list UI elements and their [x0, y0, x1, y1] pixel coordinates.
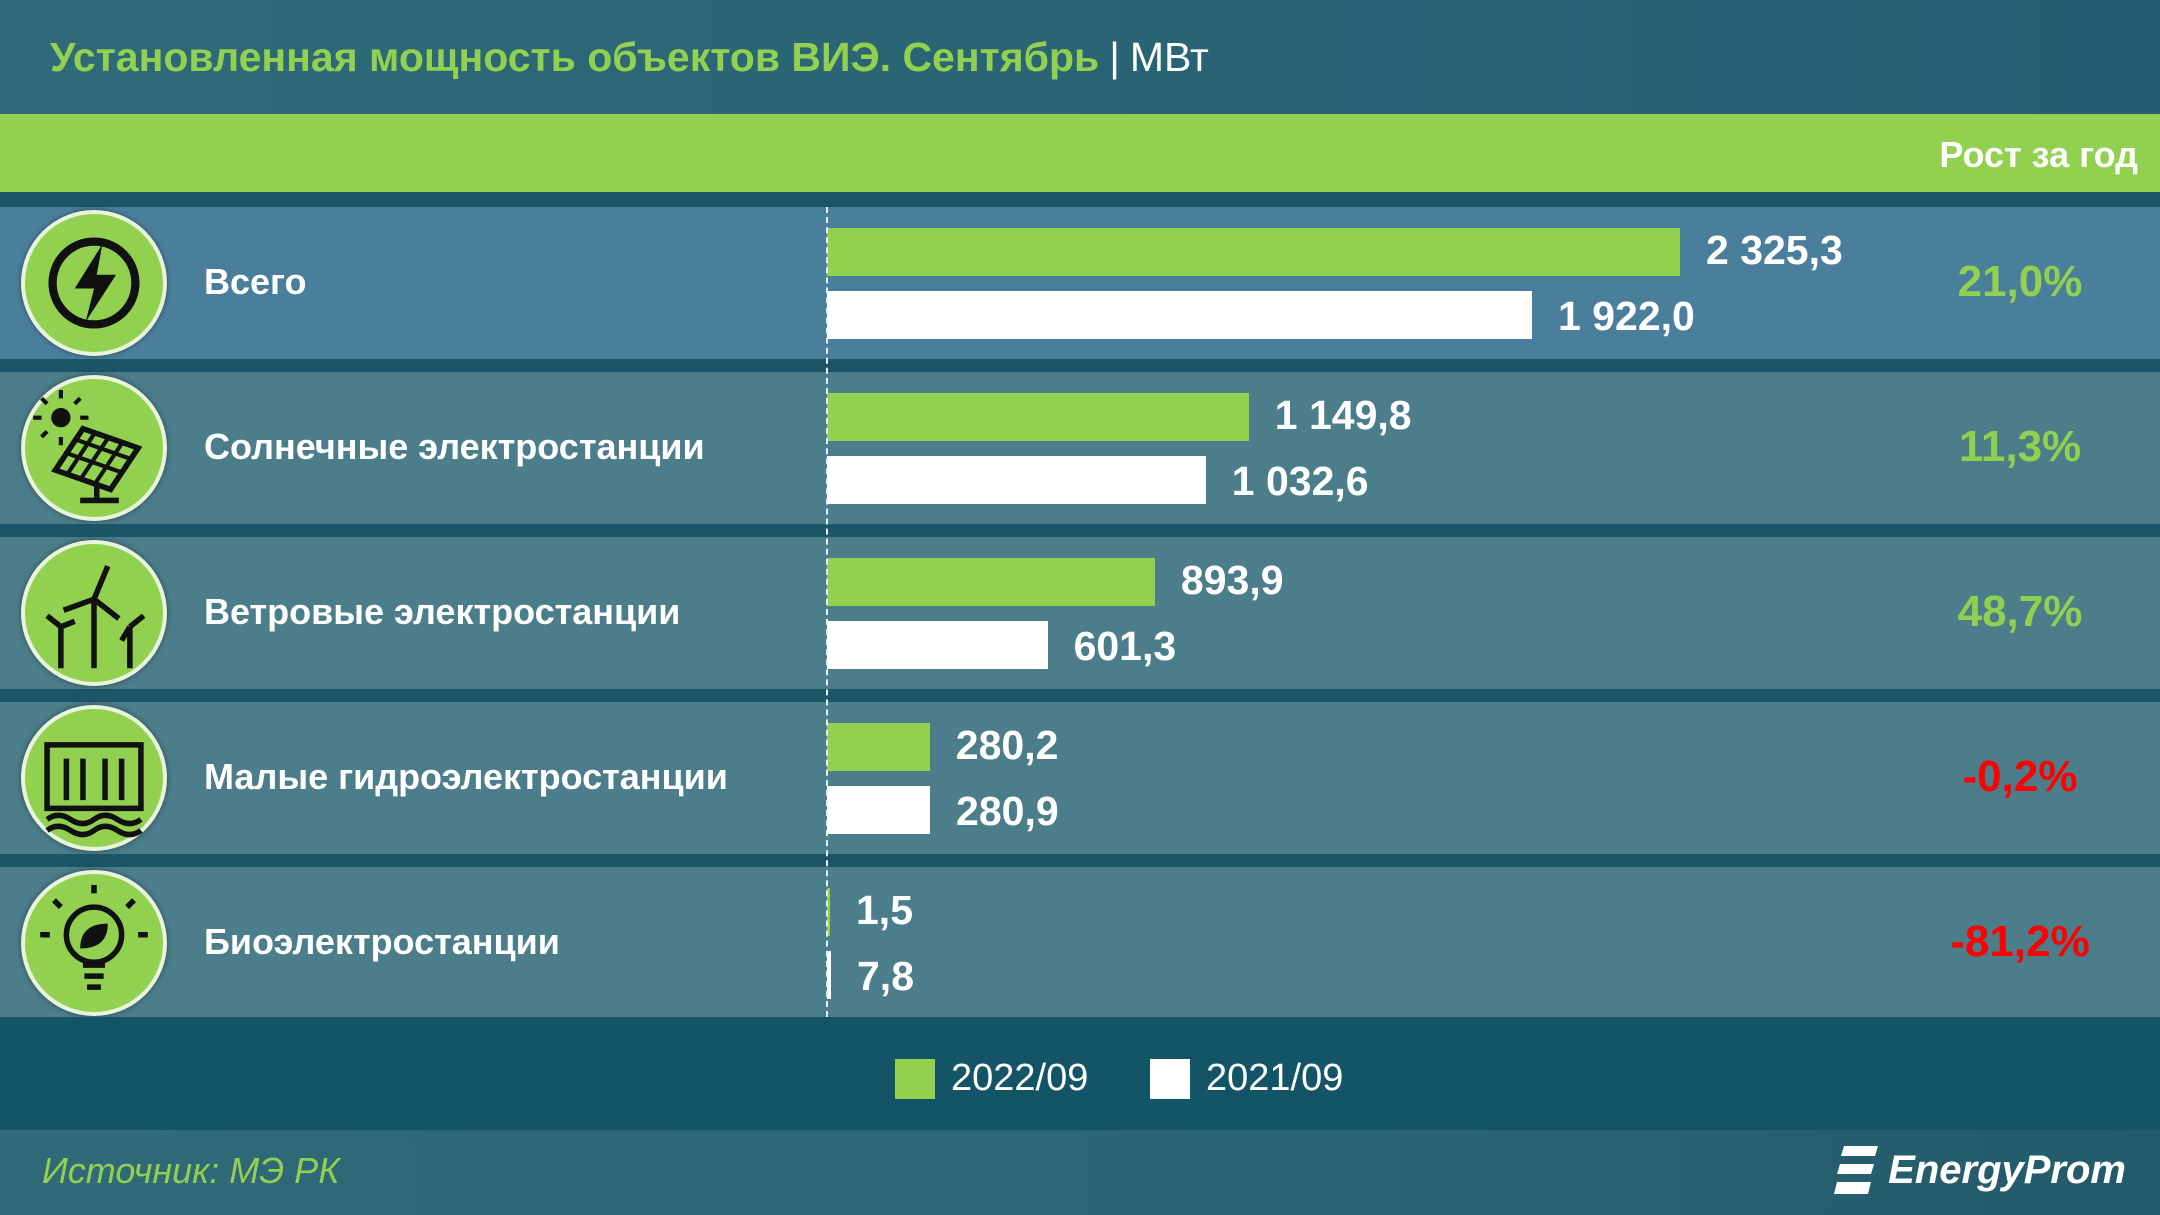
wind-turbine-icon: [21, 540, 167, 686]
title-text: Установленная мощность объектов ВИЭ. Сен…: [50, 34, 1100, 80]
bar-2021: [827, 951, 831, 999]
growth-value: 11,3%: [1958, 422, 2082, 471]
value-label-2021: 1 032,6: [1231, 458, 1369, 504]
bar-2021: [827, 291, 1533, 339]
value-label-2022: 280,2: [955, 722, 1059, 768]
value-label-2021: 7,8: [857, 953, 914, 999]
chart-row: Всего 2 325,3 1 922,0 21,0%: [0, 207, 2160, 359]
bar-2022: [827, 723, 930, 771]
legend-swatch: [1150, 1058, 1190, 1099]
header: Установленная мощность объектов ВИЭ. Сен…: [0, 0, 2160, 114]
category-label: Малые гидроэлектростанции: [204, 756, 728, 797]
bar-2022: [827, 393, 1249, 441]
chart-row: Ветровые электростанции 893,9 601,3 48,7…: [0, 537, 2160, 689]
value-label-2022: 1 149,8: [1274, 392, 1412, 438]
chart-row: Солнечные электростанции 1 149,8 1 032,6…: [0, 372, 2160, 524]
logo-icon: [1834, 1146, 1879, 1194]
growth-value: 48,7%: [1957, 587, 2083, 636]
category-label: Ветровые электростанции: [204, 591, 681, 632]
solar-panel-icon: [21, 375, 167, 521]
value-label-2021: 1 922,0: [1558, 293, 1695, 339]
bar-2021: [827, 456, 1206, 504]
value-label-2022: 2 325,3: [1706, 227, 1843, 273]
title-separator: |: [1109, 34, 1120, 80]
category-label: Биоэлектростанции: [204, 921, 560, 962]
energyprom-logo: EnergyProm: [1834, 1144, 2126, 1196]
hydro-dam-icon: [21, 705, 167, 851]
value-label-2022: 893,9: [1180, 557, 1284, 603]
legend-item-2022: 2022/09: [895, 1057, 1088, 1100]
axis-line: [826, 207, 828, 1017]
unit-label: МВт: [1129, 34, 1209, 80]
bio-bulb-icon: [21, 870, 167, 1016]
chart-row: Малые гидроэлектростанции 280,2 280,9 -0…: [0, 702, 2160, 854]
value-label-2022: 1,5: [856, 887, 913, 933]
legend: 2022/09 2021/09: [0, 1017, 2160, 1130]
legend-swatch: [895, 1058, 935, 1099]
growth-value: -0,2%: [1962, 752, 2078, 801]
bar-2022: [827, 888, 830, 936]
header-band: Рост за год: [0, 114, 2160, 192]
category-label: Солнечные электростанции: [204, 426, 705, 467]
bar-2021: [827, 621, 1048, 669]
logo-text: EnergyProm: [1888, 1147, 2126, 1192]
growth-column-header: Рост за год: [1939, 134, 2138, 175]
footer: Источник: МЭ РК EnergyProm: [0, 1130, 2160, 1215]
chart-row: Биоэлектростанции 1,5 7,8 -81,2%: [0, 867, 2160, 1019]
category-label: Всего: [204, 261, 307, 302]
bar-2021: [827, 786, 931, 834]
legend-item-2021: 2021/09: [1150, 1057, 1343, 1100]
growth-value: -81,2%: [1950, 917, 2090, 966]
lightning-icon: [21, 210, 167, 356]
bar-2022: [827, 558, 1155, 606]
source-note: Источник: МЭ РК: [42, 1150, 340, 1191]
chart-title: Установленная мощность объектов ВИЭ. Сен…: [50, 34, 1209, 81]
legend-label: 2022/09: [951, 1057, 1089, 1099]
value-label-2021: 601,3: [1073, 623, 1177, 669]
legend-label: 2021/09: [1206, 1057, 1344, 1099]
value-label-2021: 280,9: [956, 788, 1059, 834]
bar-2022: [827, 228, 1680, 276]
growth-value: 21,0%: [1957, 257, 2083, 306]
